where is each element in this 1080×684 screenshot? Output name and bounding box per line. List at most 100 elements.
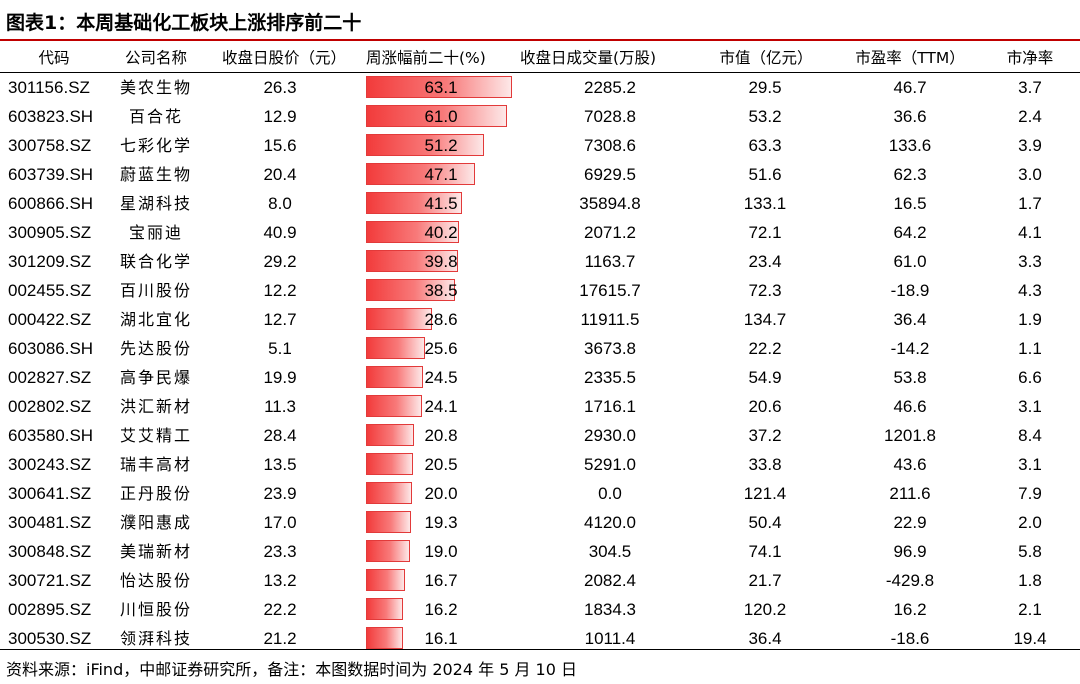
cell-price: 12.2 [263, 281, 297, 300]
cell-code: 300758.SZ [8, 136, 92, 155]
header-volume: 收盘日成交量(万股) [520, 49, 657, 67]
cell-mktcap: 51.6 [748, 165, 782, 184]
cell-name: 湖北宜化 [119, 310, 192, 329]
cell-name: 濮阳惠成 [119, 513, 192, 532]
cell-price: 5.1 [268, 339, 292, 358]
cell-pb: 7.9 [1018, 484, 1042, 503]
change-bar [366, 221, 459, 243]
change-bar [366, 598, 403, 620]
cell-pb: 4.1 [1018, 223, 1042, 242]
cell-price: 19.9 [263, 368, 297, 387]
cell-price: 12.7 [263, 310, 297, 329]
change-value: 38.5 [424, 281, 458, 300]
cell-change: 47.1 [366, 160, 526, 189]
cell-pb: 1.1 [1018, 339, 1042, 358]
change-value: 39.8 [424, 252, 458, 271]
figure-title-bar: 图表1：本周基础化工板块上涨排序前二十 [0, 0, 1080, 41]
change-bar [366, 134, 484, 156]
cell-price: 15.6 [263, 136, 297, 155]
cell-code: 600866.SH [8, 194, 94, 213]
cell-change: 38.5 [366, 276, 526, 305]
cell-change: 20.5 [366, 450, 526, 479]
cell-code: 603739.SH [8, 165, 94, 184]
table-row: 300721.SZ 怡达股份 13.2 16.7 2082.4 21.7 -429.8 1.8 [0, 566, 1080, 595]
change-bar [366, 627, 403, 649]
cell-volume: 2082.4 [584, 571, 636, 590]
cell-pe: 133.6 [888, 136, 932, 155]
cell-mktcap: 72.3 [748, 281, 782, 300]
cell-mktcap: 21.7 [748, 571, 782, 590]
bottom-rule [0, 649, 1080, 650]
change-value: 28.6 [424, 310, 458, 329]
cell-change: 61.0 [366, 102, 526, 131]
cell-name: 七彩化学 [119, 136, 192, 155]
cell-volume: 0.0 [598, 484, 622, 503]
cell-change: 20.8 [366, 421, 526, 450]
cell-change: 51.2 [366, 131, 526, 160]
header-change: 周涨幅前二十(%) [366, 49, 486, 67]
cell-pe: 1201.8 [884, 426, 936, 445]
cell-mktcap: 54.9 [748, 368, 782, 387]
change-bar [366, 337, 425, 359]
cell-mktcap: 120.2 [743, 600, 787, 619]
cell-pe: 211.6 [889, 484, 931, 503]
cell-name: 星湖科技 [119, 194, 192, 213]
cell-code: 000422.SZ [8, 310, 92, 329]
cell-volume: 6929.5 [584, 165, 636, 184]
cell-price: 40.9 [263, 223, 297, 242]
cell-code: 300481.SZ [8, 513, 92, 532]
cell-volume: 17615.7 [579, 281, 641, 300]
cell-pe: 36.6 [893, 107, 927, 126]
cell-pb: 3.1 [1018, 455, 1042, 474]
cell-volume: 2930.0 [584, 426, 636, 445]
cell-mktcap: 50.4 [748, 513, 782, 532]
table-row: 300905.SZ 宝丽迪 40.9 40.2 2071.2 72.1 64.2 4.1 [0, 218, 1080, 247]
cell-volume: 2335.5 [584, 368, 636, 387]
cell-pb: 3.9 [1018, 136, 1042, 155]
cell-pb: 3.0 [1018, 165, 1042, 184]
cell-code: 301156.SZ [8, 78, 90, 97]
cell-pb: 1.9 [1018, 310, 1042, 329]
cell-code: 603086.SH [8, 339, 94, 358]
change-value: 19.0 [424, 542, 458, 561]
cell-change: 19.0 [366, 537, 526, 566]
cell-pb: 2.1 [1018, 600, 1042, 619]
cell-change: 25.6 [366, 334, 526, 363]
cell-volume: 2071.2 [584, 223, 636, 242]
change-value: 61.0 [424, 107, 458, 126]
cell-pb: 19.4 [1013, 629, 1047, 648]
header-price: 收盘日股价（元） [221, 49, 346, 67]
cell-pb: 3.1 [1018, 397, 1042, 416]
table-row: 300530.SZ 领湃科技 21.2 16.1 1011.4 36.4 -18.6 19.4 [0, 624, 1080, 653]
cell-mktcap: 121.4 [743, 484, 787, 503]
cell-pb: 8.4 [1018, 426, 1042, 445]
cell-code: 002455.SZ [8, 281, 92, 300]
cell-volume: 1011.4 [584, 629, 636, 648]
cell-pe: 46.7 [893, 78, 927, 97]
cell-code: 603580.SH [8, 426, 94, 445]
cell-price: 26.3 [263, 78, 297, 97]
cell-volume: 35894.8 [579, 194, 641, 213]
cell-name: 百川股份 [119, 281, 192, 300]
table-row: 300641.SZ 正丹股份 23.9 20.0 0.0 121.4 211.6 7.9 [0, 479, 1080, 508]
header-code: 代码 [38, 49, 70, 67]
table-row: 301209.SZ 联合化学 29.2 39.8 1163.7 23.4 61.0 3.3 [0, 247, 1080, 276]
figure-title: 图表1：本周基础化工板块上涨排序前二十 [6, 12, 362, 34]
change-value: 20.0 [424, 484, 458, 503]
cell-pe: -14.2 [890, 339, 930, 358]
cell-pb: 1.7 [1018, 194, 1042, 213]
cell-mktcap: 22.2 [748, 339, 782, 358]
change-value: 24.1 [424, 397, 458, 416]
change-value: 20.5 [424, 455, 458, 474]
change-bar [366, 76, 512, 98]
cell-pb: 3.7 [1018, 78, 1042, 97]
cell-mktcap: 133.1 [743, 194, 787, 213]
change-bar [366, 279, 455, 301]
cell-mktcap: 74.1 [748, 542, 782, 561]
table-row: 002802.SZ 洪汇新材 11.3 24.1 1716.1 20.6 46.6 3.1 [0, 392, 1080, 421]
change-bar [366, 105, 507, 127]
cell-name: 蔚蓝生物 [119, 165, 192, 184]
cell-pe: 46.6 [893, 397, 927, 416]
cell-code: 002895.SZ [8, 600, 92, 619]
change-value: 47.1 [424, 165, 458, 184]
